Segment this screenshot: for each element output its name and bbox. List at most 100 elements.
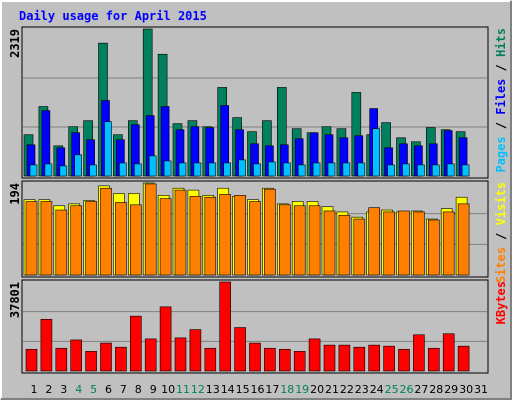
x-tick-label: 17: [265, 383, 279, 396]
legend-entry: Files: [494, 79, 508, 115]
bar: [413, 334, 425, 372]
bar: [234, 195, 246, 276]
bar: [130, 315, 142, 372]
bar: [278, 204, 291, 276]
bar: [174, 337, 187, 372]
x-tick-label: 13: [206, 383, 220, 396]
bar: [372, 128, 381, 177]
bar: [353, 218, 366, 276]
x-tick-label: 23: [355, 383, 369, 396]
bar: [282, 162, 291, 177]
x-tick-label: 5: [90, 383, 97, 396]
bar: [383, 211, 395, 276]
x-tick-label: 26: [400, 383, 414, 396]
bar: [268, 161, 276, 177]
bar: [402, 163, 410, 177]
x-tick-label: 4: [75, 383, 82, 396]
bar: [234, 327, 246, 372]
bar: [308, 338, 321, 372]
bar: [204, 196, 217, 276]
bar: [40, 318, 53, 372]
x-tick-label: 19: [295, 383, 309, 396]
bar: [144, 183, 157, 276]
bar: [70, 205, 82, 276]
y-tick-label: 2319: [8, 29, 22, 58]
bar: [115, 202, 127, 276]
bar: [368, 207, 381, 276]
bar: [431, 164, 440, 177]
x-tick-label: 28: [429, 383, 443, 396]
bar: [338, 214, 351, 276]
bar: [189, 329, 202, 372]
legend-entry: Sites: [494, 247, 508, 283]
chart-title: Daily usage for April 2015: [19, 9, 207, 23]
bar: [104, 121, 112, 177]
x-tick-label: 9: [150, 383, 157, 396]
bar: [249, 201, 261, 276]
bar: [427, 219, 440, 276]
x-tick-label: 11: [176, 383, 190, 396]
bar: [189, 195, 202, 276]
bar: [44, 163, 53, 177]
bar: [446, 163, 455, 177]
bar: [323, 210, 336, 276]
legend: Sites / Visits: [494, 182, 508, 283]
bar: [223, 162, 231, 177]
bar: [427, 347, 440, 372]
bar: [100, 342, 112, 372]
bar: [297, 164, 306, 177]
bar: [100, 187, 112, 276]
x-tick-label: 1: [31, 383, 38, 396]
legend-entry: KBytes: [494, 281, 508, 324]
bar: [40, 201, 53, 276]
x-tick-label: 22: [340, 383, 354, 396]
bar: [338, 344, 351, 372]
bar: [308, 205, 321, 276]
bar: [159, 198, 172, 276]
x-tick-label: 2: [45, 383, 52, 396]
bar: [293, 205, 306, 276]
bar: [238, 159, 246, 177]
bar: [204, 347, 217, 372]
bar: [144, 338, 157, 372]
x-tick-label: 30: [459, 383, 473, 396]
bar: [264, 188, 276, 276]
x-tick-label: 14: [221, 383, 235, 396]
bar: [208, 162, 217, 177]
bar: [249, 342, 261, 372]
bar: [59, 165, 68, 177]
bar: [253, 163, 261, 177]
bar: [25, 201, 38, 276]
bar: [413, 211, 425, 276]
bar: [130, 204, 142, 276]
bar: [85, 201, 97, 276]
x-tick-label: 8: [135, 383, 142, 396]
bar: [398, 348, 410, 372]
bar: [327, 162, 336, 177]
bar: [353, 346, 366, 372]
x-tick-label: 31: [474, 383, 488, 396]
x-tick-label: 16: [251, 383, 265, 396]
bar: [134, 163, 142, 177]
bar: [442, 211, 455, 276]
legend-separator: /: [494, 57, 508, 79]
legend-entry: Hits: [494, 28, 508, 57]
bar: [357, 162, 366, 177]
legend: KBytes: [494, 281, 508, 324]
y-tick-label: 37801: [8, 282, 22, 318]
bar: [163, 160, 172, 177]
x-tick-label: 20: [310, 383, 324, 396]
bar: [178, 162, 187, 177]
bar: [115, 346, 127, 372]
x-tick-label: 3: [60, 383, 67, 396]
bar: [148, 155, 157, 177]
bar: [193, 162, 202, 177]
x-tick-label: 29: [444, 383, 458, 396]
bar: [278, 348, 291, 372]
bar: [74, 154, 82, 177]
legend-entry: Visits: [494, 182, 508, 225]
bar: [264, 347, 276, 372]
